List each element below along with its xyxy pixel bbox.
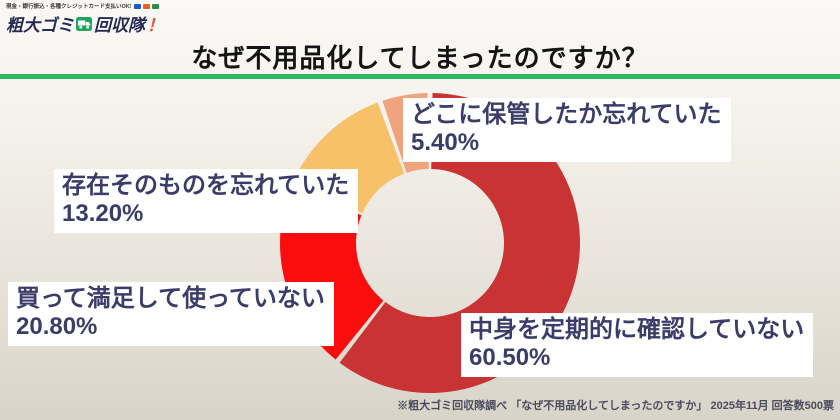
truck-icon [76, 16, 92, 31]
mastercard-icon [142, 3, 150, 9]
title-underline [0, 74, 840, 79]
brand-name-right: 回収隊 [94, 16, 145, 35]
segment-percent: 5.40% [411, 129, 480, 156]
brand-logo: 現金・銀行振込・各種クレジットカード支払いOK! 粗大ゴミ 回収隊 ！ [6, 2, 164, 36]
segment-label-box: どこに保管したか忘れていた 5.40% [403, 98, 731, 162]
segment-percent: 60.50% [469, 344, 551, 371]
segment-label-text: どこに保管したか忘れていた [411, 101, 722, 128]
visa-icon [133, 3, 141, 9]
jcb-icon [151, 3, 159, 9]
brand-name-left: 粗大ゴミ [6, 16, 74, 35]
segment-label-box: 存在そのものを忘れていた 13.20% [54, 169, 359, 233]
segment-label-text: 存在そのものを忘れていた [62, 172, 350, 199]
page-title: なぜ不用品化してしまったのですか？ [191, 43, 649, 73]
brand-row: 粗大ゴミ 回収隊 ！ [6, 11, 164, 36]
segment-percent: 13.20% [62, 200, 144, 227]
segment-percent: 20.80% [16, 313, 98, 340]
segment-label-box: 中身を定期的に確認していない 60.50% [461, 313, 814, 377]
source-note: ※粗大ゴミ回収隊調べ 「なぜ不用品化してしまったのですか」 2025年11月 回… [397, 400, 834, 412]
logo-tagline: 現金・銀行振込・各種クレジットカード支払いOK! [6, 2, 164, 10]
segment-label-box: 買って満足して使っていない 20.80% [8, 282, 334, 346]
logo-tagline-text: 現金・銀行振込・各種クレジットカード支払いOK! [6, 4, 132, 10]
segment-label-text: 買って満足して使っていない [16, 285, 325, 312]
brand-exclamation: ！ [147, 16, 164, 35]
segment-label-text: 中身を定期的に確認していない [469, 316, 805, 343]
